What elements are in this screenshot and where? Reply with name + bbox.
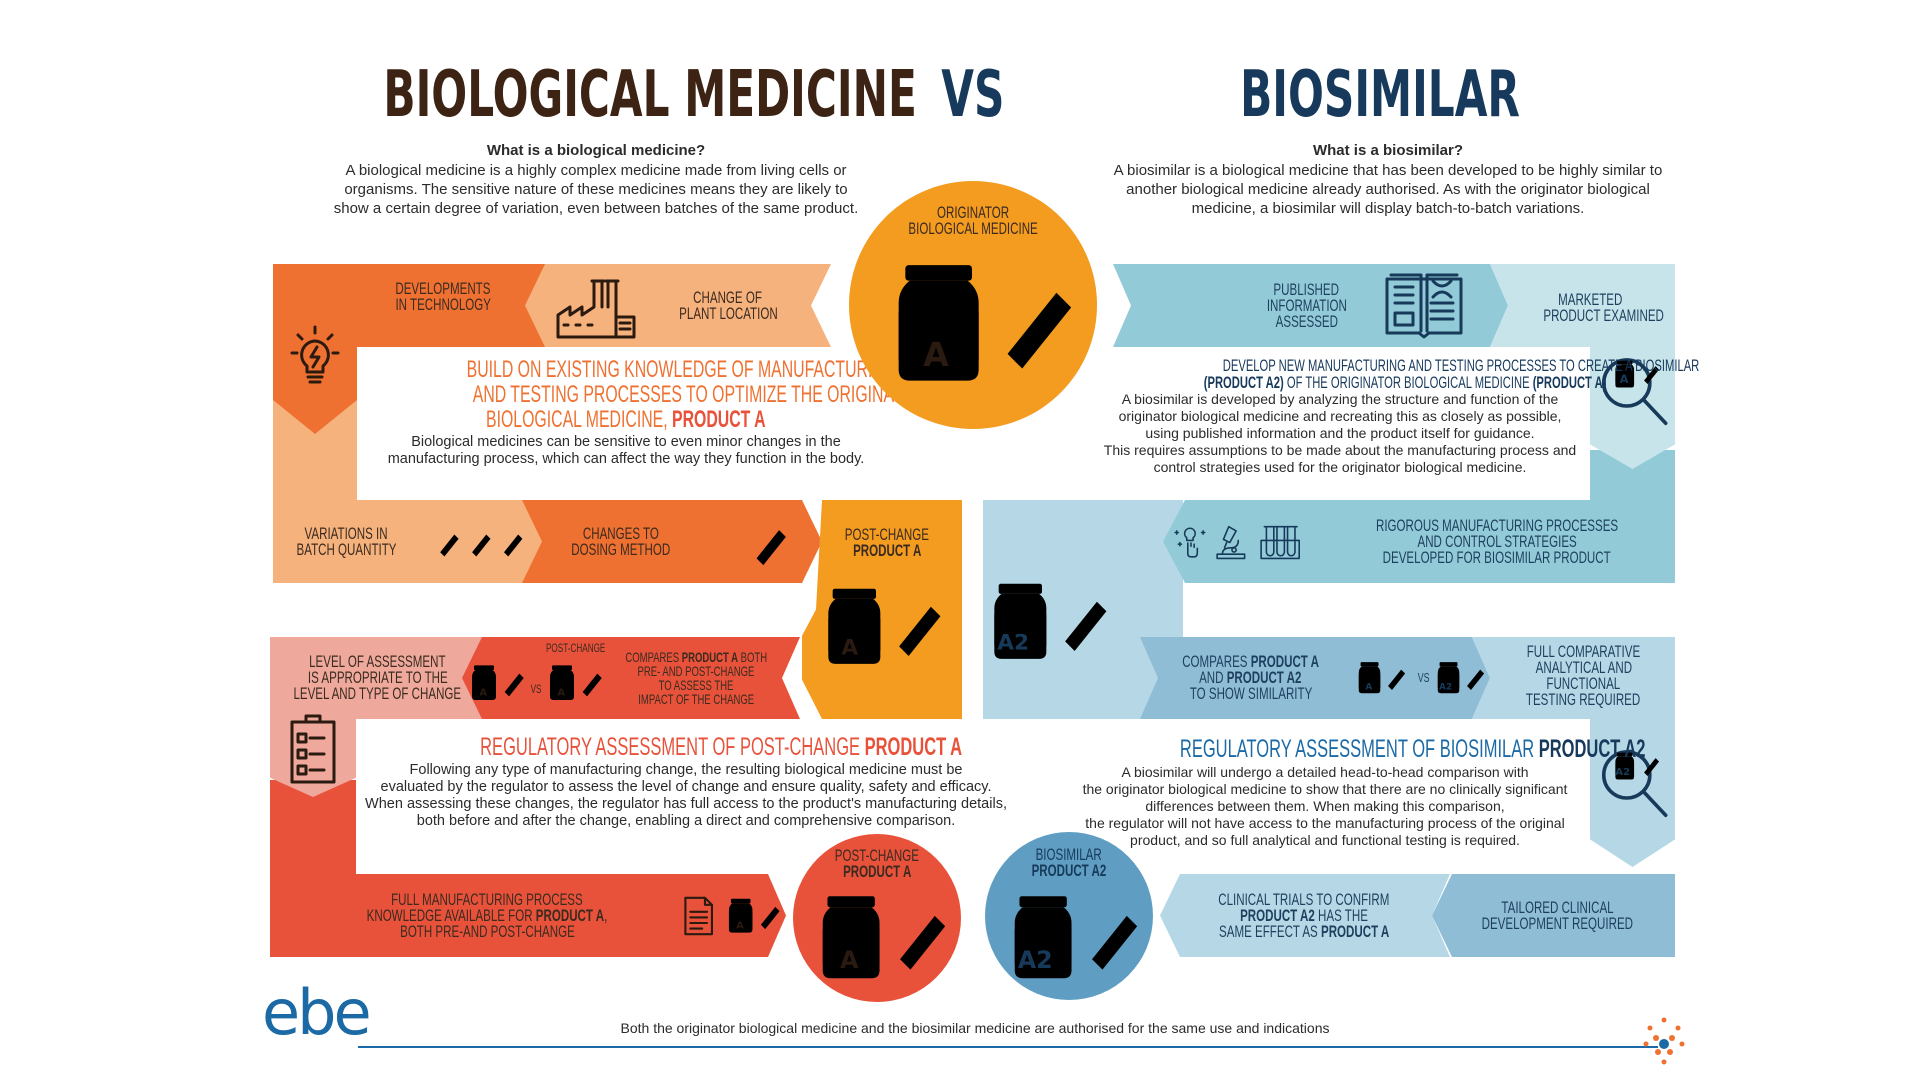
jar-syringe-icon: A: [822, 896, 953, 979]
molecule-dots-icon: [1643, 1017, 1685, 1065]
svg-text:A: A: [923, 335, 949, 374]
factory-icon: [556, 273, 636, 339]
post-change-product-a-panel: [802, 500, 962, 719]
post-change-small-label: POST-CHANGE: [545, 641, 606, 655]
band-level-of-assessment: LEVEL OF ASSESSMENT IS APPROPRIATE TO THE…: [270, 637, 485, 719]
svg-text:A: A: [736, 920, 744, 931]
jar-syringe-icon: A: [470, 653, 530, 713]
svg-text:A: A: [841, 635, 858, 660]
microscope-icon: [1216, 525, 1246, 559]
right-intro: A biosimilar is a biological medicine th…: [1058, 161, 1718, 218]
band-compares-pre-post-change: POST-CHANGE A VS A COMPARES PRODUCT A BO…: [462, 637, 800, 719]
originator-label: ORIGINATOR BIOLOGICAL MEDICINE: [908, 203, 1038, 238]
left-intro: A biological medicine is a highly comple…: [266, 161, 926, 218]
intro-line: A biosimilar is a biological medicine th…: [1113, 162, 1663, 179]
svg-text:A: A: [1620, 372, 1629, 386]
svg-text:A: A: [479, 688, 487, 699]
build-knowledge-section: BUILD ON EXISTING KNOWLEDGE OF MANUFACTU…: [356, 356, 927, 468]
book-icon: [1385, 273, 1463, 339]
svg-text:A2: A2: [997, 630, 1029, 655]
test-tubes-icon: [1259, 525, 1300, 559]
band-variations-batch-quantity: VARIATIONS IN BATCH QUANTITY: [273, 500, 543, 583]
band-tailored-clinical: TAILORED CLINICAL DEVELOPMENT REQUIRED: [1432, 874, 1675, 957]
idea-hand-icon: [1174, 526, 1206, 558]
title-vs: VS: [941, 58, 1005, 132]
jar-syringe-icon: A: [1357, 649, 1411, 707]
build-heading: BUILD ON EXISTING KNOWLEDGE OF MANUFACTU…: [466, 356, 927, 433]
band-change-plant-location: CHANGE OF PLANT LOCATION: [525, 264, 831, 347]
regulatory-biosimilar-heading: REGULATORY ASSESSMENT OF BIOSIMILAR PROD…: [1179, 735, 1646, 763]
biosimilar-circle-label: BIOSIMILAR PRODUCT A2: [1031, 845, 1107, 880]
jar-syringe-icon: A: [828, 588, 947, 664]
marketed-label: MARKETED PRODUCT EXAMINED: [1543, 290, 1664, 325]
build-body: Biological medicines can be sensitive to…: [387, 434, 865, 467]
magnifier-jar-a2-icon: A2: [1601, 750, 1668, 818]
svg-text:A2: A2: [1018, 946, 1053, 974]
svg-text:A: A: [557, 688, 565, 699]
regulatory-biosimilar-body: A biosimilar will undergo a detailed hea…: [1082, 764, 1568, 848]
jar-syringe-icon: A: [727, 883, 786, 949]
band-changes-dosing-method: CHANGES TO DOSING METHOD: [522, 500, 822, 583]
jar-syringe-a2-icon: A2: [1014, 896, 1145, 979]
jar-syringe-icon: A: [548, 653, 608, 713]
footer-statement: Both the originator biological medicine …: [620, 1020, 1330, 1036]
post-change-circle-label: POST-CHANGE PRODUCT A: [834, 846, 920, 881]
band-full-comparative-testing: FULL COMPARATIVE ANALYTICAL AND FUNCTIONAL…: [1472, 637, 1675, 719]
intro-line: show a certain degree of variation, even…: [333, 200, 859, 217]
develop-body: A biosimilar is developed by analyzing t…: [1103, 391, 1577, 475]
develop-heading: DEVELOP NEW MANUFACTURING AND TESTING PR…: [1203, 356, 1700, 392]
intro-line: medicine, a biosimilar will display batc…: [1191, 200, 1585, 217]
regulatory-post-change-section: REGULATORY ASSESSMENT OF POST-CHANGE PRO…: [356, 735, 1016, 830]
intro-line: A biological medicine is a highly comple…: [345, 162, 847, 179]
regulatory-heading: REGULATORY ASSESSMENT OF POST-CHANGE PRO…: [480, 733, 963, 761]
regulatory-biosimilar-section: REGULATORY ASSESSMENT OF BIOSIMILAR PROD…: [1060, 735, 1646, 849]
svg-text:A2: A2: [1439, 682, 1452, 692]
svg-text:A: A: [1366, 682, 1373, 692]
regulatory-body: Following any type of manufacturing chan…: [365, 762, 1007, 829]
checklist-icon: [290, 714, 336, 784]
jar-syringe-a2-icon: A2: [994, 583, 1113, 659]
title-biological-medicine: BIOLOGICAL MEDICINE: [383, 58, 917, 132]
ebe-logo: ebe: [262, 976, 372, 1049]
band-published-information: PUBLISHED INFORMATION ASSESSED: [1113, 264, 1508, 347]
develop-biosimilar-section: DEVELOP NEW MANUFACTURING AND TESTING PR…: [1100, 356, 1700, 476]
band-full-manufacturing-knowledge: FULL MANUFACTURING PROCESS KNOWLEDGE AVA…: [270, 874, 786, 957]
post-change-label: POST-CHANGE PRODUCT A: [844, 525, 930, 560]
document-icon: [684, 888, 713, 944]
syringe-icon: [734, 509, 796, 575]
right-question: What is a biosimilar?: [1312, 142, 1464, 159]
title-biosimilar: BIOSIMILAR: [1240, 58, 1520, 132]
originator-jar-syringe-icon: A: [898, 265, 1081, 381]
lightbulb-icon: [290, 325, 340, 384]
left-question: What is a biological medicine?: [486, 142, 706, 159]
vs-label: VS: [1417, 670, 1430, 685]
jar-syringe-a2-icon: A2: [1436, 649, 1490, 707]
intro-line: organisms. The sensitive nature of these…: [344, 181, 848, 198]
intro-line: another biological medicine already auth…: [1126, 181, 1650, 198]
band-rigorous-processes: RIGOROUS MANUFACTURING PROCESSES AND CONT…: [1163, 500, 1675, 583]
vs-label: VS: [530, 682, 542, 696]
footer-divider: [358, 1046, 1658, 1048]
band-compares-a-a2: COMPARES PRODUCT A AND PRODUCT A2 TO SHO…: [1140, 637, 1490, 719]
band-clinical-trials: CLINICAL TRIALS TO CONFIRM PRODUCT A2 HA…: [1160, 874, 1450, 957]
svg-text:A: A: [840, 946, 859, 974]
syringes-icon: [426, 507, 543, 577]
magnifier-jar-icon: A: [1601, 358, 1668, 426]
svg-text:A2: A2: [1615, 767, 1630, 778]
